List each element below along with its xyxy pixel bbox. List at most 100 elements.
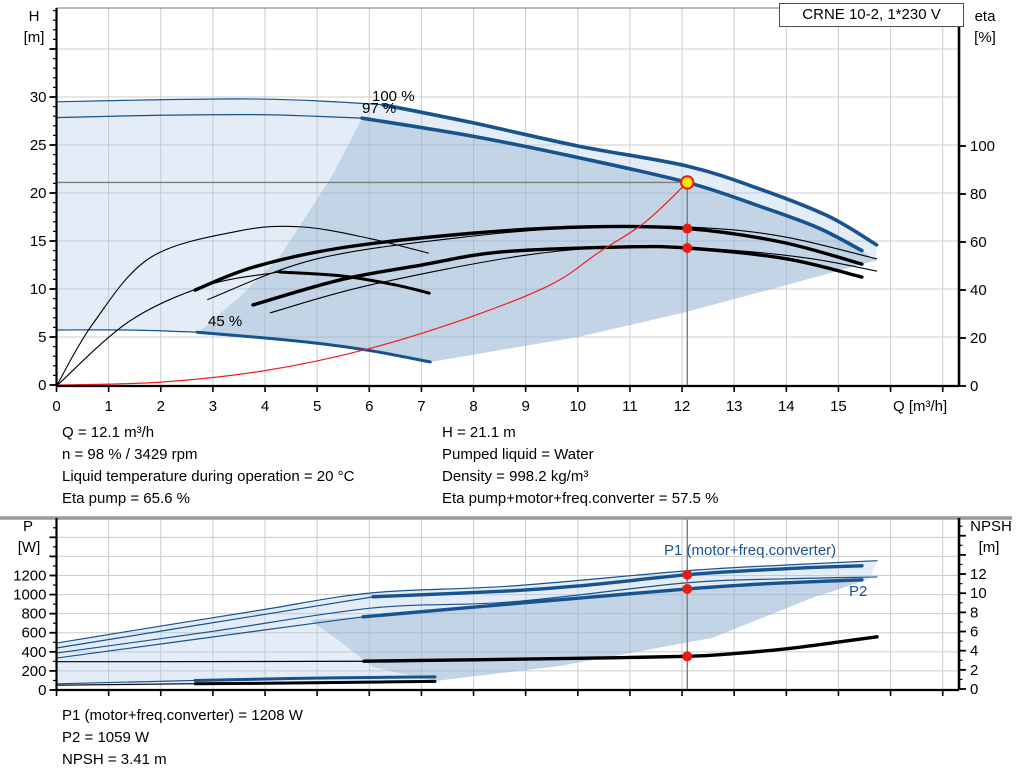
p1-98 <box>371 564 864 599</box>
x-tick-label: 13 <box>726 398 743 415</box>
duty-info-right: H = 21.1 m Pumped liquid = Water Density… <box>442 422 718 510</box>
info-line-npsh: NPSH = 3.41 m <box>62 751 167 768</box>
duty-point[interactable] <box>680 175 695 190</box>
y-right-tick-label: 0 <box>970 681 978 698</box>
npsh-low-thin <box>55 683 196 686</box>
power-info: P1 (motor+freq.converter) = 1208 W P2 = … <box>62 705 303 771</box>
p2-97-thin <box>55 616 364 659</box>
pump-title-box: CRNE 10-2, 1*230 V <box>779 3 964 27</box>
p2-point <box>682 583 693 594</box>
info-line-q: Q = 12.1 m³/h <box>62 424 155 441</box>
x-tick-label: 14 <box>778 398 795 415</box>
y-right-axis-title: NPSH <box>970 518 1012 535</box>
head-100pct-thin <box>55 98 384 106</box>
x-tick-label: 10 <box>569 398 586 415</box>
info-line-p2: P2 = 1059 W <box>62 729 150 746</box>
p1-100-thin <box>55 560 878 644</box>
x-tick-label: 1 <box>104 398 112 415</box>
x-tick-label: 0 <box>52 398 60 415</box>
x-tick-label: 3 <box>209 398 217 415</box>
p1-point <box>682 569 693 580</box>
eta-pump-45-thin <box>55 225 429 387</box>
x-tick-label: 5 <box>313 398 321 415</box>
power-envelope <box>56 560 878 686</box>
duty-envelope <box>197 118 877 362</box>
eta-pump-point <box>682 223 693 234</box>
head-98pct <box>360 116 864 253</box>
y-left-tick-label: 1000 <box>13 587 46 604</box>
y-left-tick-label: 400 <box>21 644 46 661</box>
y-left-tick-label: 0 <box>38 682 46 699</box>
y-left-axis-title: H <box>29 8 40 25</box>
y-left-tick-label: 15 <box>30 233 47 250</box>
p1-45-thin <box>55 679 196 685</box>
x-tick-label: 9 <box>521 398 529 415</box>
info-line-density: Density = 998.2 kg/m³ <box>442 468 589 485</box>
x-tick-label: 6 <box>365 398 373 415</box>
p2-100-thin <box>55 576 878 654</box>
y-right-tick-label: 20 <box>970 330 987 347</box>
y-left-tick-label: 800 <box>21 606 46 623</box>
y-right-axis-title: eta <box>975 8 997 25</box>
y-right-tick-label: 12 <box>970 566 987 583</box>
y-left-tick-label: 30 <box>30 89 47 106</box>
y-right-tick-label: 100 <box>970 138 995 155</box>
y-left-tick-label: 600 <box>21 625 46 642</box>
y-right-tick-label: 80 <box>970 186 987 203</box>
y-left-axis-unit: [m] <box>24 29 45 46</box>
eta-total-45-thin <box>55 271 281 387</box>
y-left-tick-label: 0 <box>38 377 46 394</box>
y-right-tick-label: 4 <box>970 643 978 660</box>
eta-total-98 <box>251 244 864 307</box>
eta-total-point <box>682 243 693 253</box>
head-45pct <box>195 330 432 364</box>
head-100pct <box>381 102 879 247</box>
p1-97-thin <box>55 596 374 649</box>
eta-total-45 <box>278 270 431 295</box>
y-left-tick-label: 20 <box>30 185 47 202</box>
y-right-tick-label: 0 <box>970 378 978 395</box>
y-left-tick-label: 1200 <box>13 567 46 584</box>
y-left-tick-label: 10 <box>30 281 47 298</box>
x-tick-label: 7 <box>417 398 425 415</box>
label-45pct: 45 % <box>208 313 242 330</box>
y-left-axis-unit: [W] <box>18 539 41 556</box>
y-left-axis-title: P <box>23 518 33 535</box>
power-duty-envelope <box>309 578 870 682</box>
head-45pct-thin <box>55 329 198 333</box>
label-p1: P1 (motor+freq.converter) <box>664 542 836 559</box>
control-curve <box>55 181 688 386</box>
info-line-eta-total: Eta pump+motor+freq.converter = 57.5 % <box>442 490 719 507</box>
info-line-eta-pump: Eta pump = 65.6 % <box>62 490 190 507</box>
info-line-temperature: Liquid temperature during operation = 20… <box>62 468 355 485</box>
x-tick-label: 11 <box>622 398 638 415</box>
y-right-tick-label: 2 <box>970 662 978 679</box>
npsh-low <box>193 679 437 686</box>
p1-45 <box>193 675 437 682</box>
y-left-tick-label: 25 <box>30 137 47 154</box>
x-tick-label: 8 <box>469 398 477 415</box>
npsh-thin <box>55 660 365 663</box>
label-100pct: 100 % <box>372 88 415 105</box>
head-97pct-thin <box>55 113 363 119</box>
duty-info-left: Q = 12.1 m³/h n = 98 % / 3429 rpm Liquid… <box>62 422 354 510</box>
info-line-liquid: Pumped liquid = Water <box>442 446 594 463</box>
info-line-h: H = 21.1 m <box>442 424 516 441</box>
x-tick-label: 12 <box>674 398 691 415</box>
y-right-axis-unit: [m] <box>979 539 1000 556</box>
y-right-tick-label: 40 <box>970 282 987 299</box>
label-97pct: 97 % <box>362 100 396 117</box>
y-left-tick-label: 5 <box>38 329 46 346</box>
info-line-speed: n = 98 % / 3429 rpm <box>62 446 198 463</box>
y-right-tick-label: 60 <box>970 234 987 251</box>
eta-pump-98 <box>193 224 864 292</box>
y-right-axis-unit: [%] <box>974 29 996 46</box>
operating-envelope <box>56 98 877 362</box>
pump-title: CRNE 10-2, 1*230 V <box>802 6 941 23</box>
y-left-tick-label: 200 <box>21 663 46 680</box>
npsh-point <box>682 651 693 662</box>
y-right-tick-label: 6 <box>970 624 978 641</box>
x-tick-label: 15 <box>830 398 847 415</box>
